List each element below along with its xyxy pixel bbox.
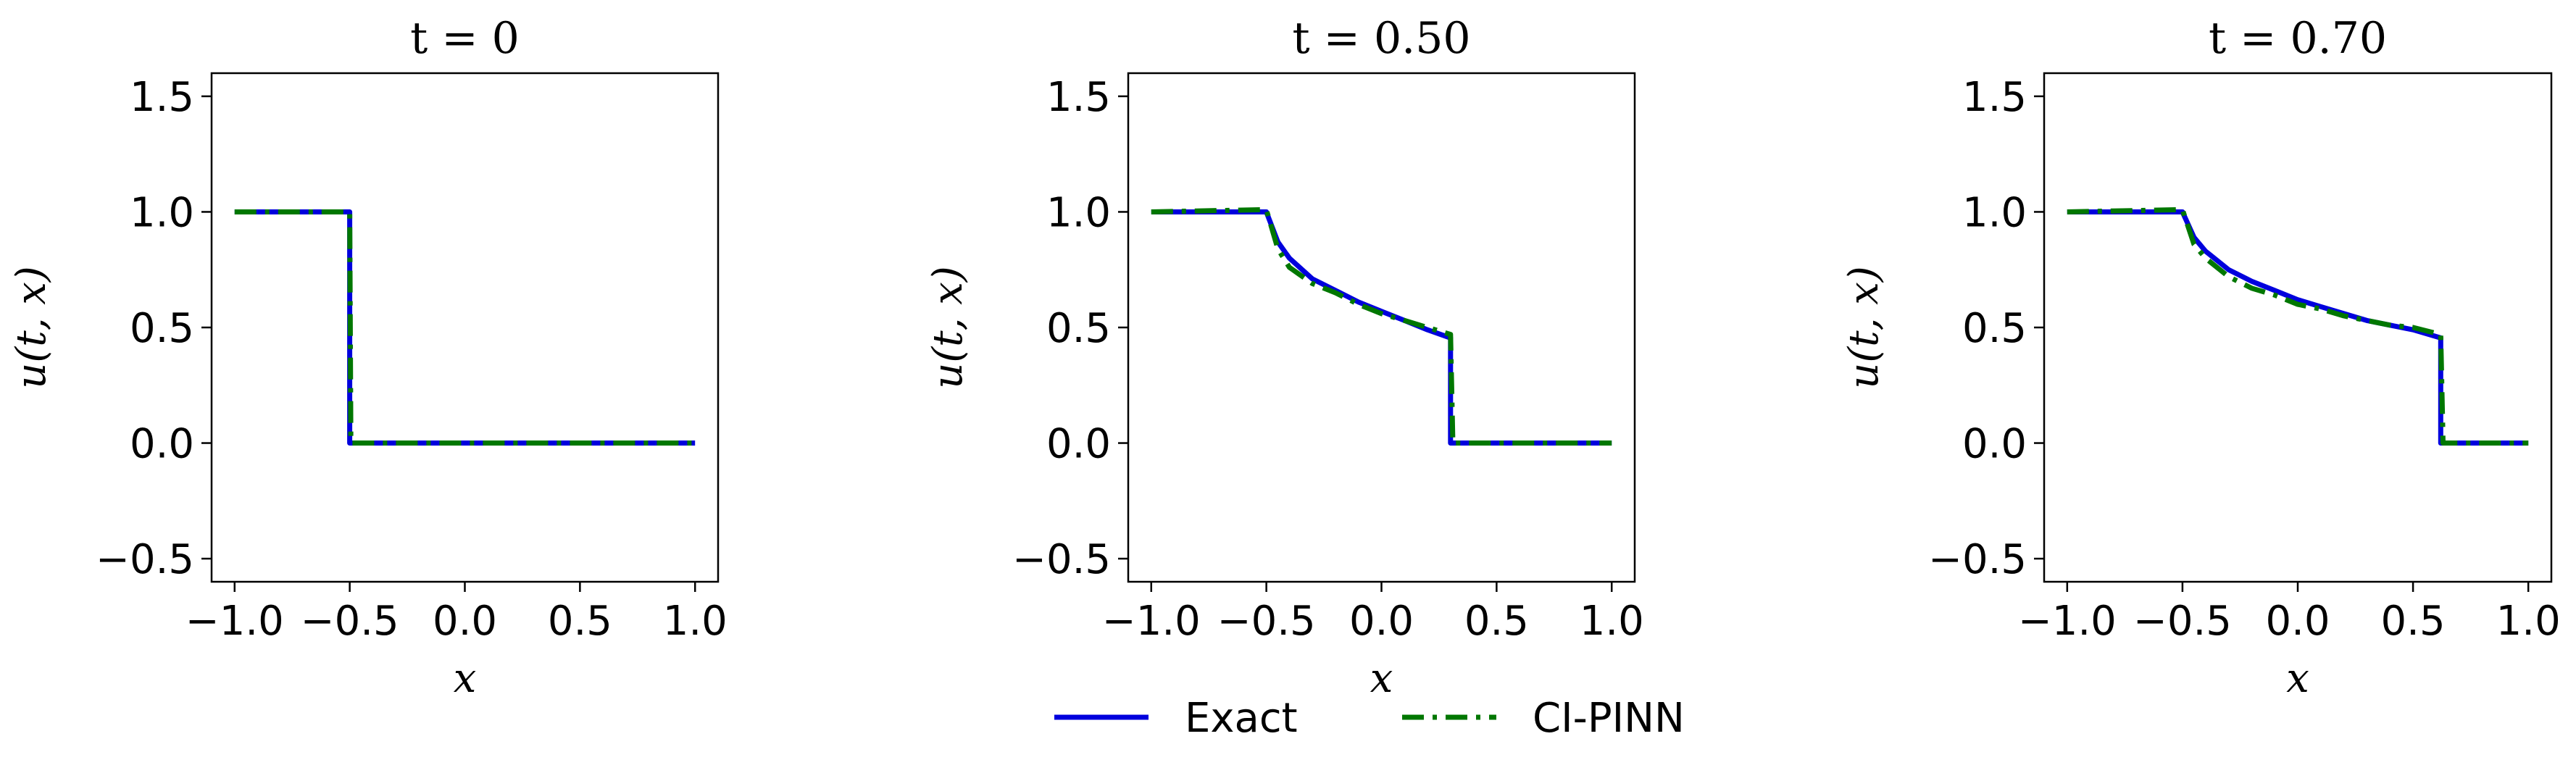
series-line-exact	[234, 209, 696, 446]
y-axis-label: u(t, x)	[1841, 266, 1888, 388]
plot-frame	[210, 72, 720, 583]
panel-1: −1.0 −0.5 0.0 0.5 1.0 −0.5 0.0 0.5 1.0 1.5 t = 0 x u…	[8, 13, 728, 702]
legend-item-exact: Exact	[1054, 695, 1298, 742]
y-tick-label: 1.0	[1046, 189, 1111, 236]
y-tick-label: 1.5	[1046, 74, 1111, 121]
series-line-exact	[1151, 209, 1612, 446]
panels: −1.0 −0.5 0.0 0.5 1.0 −0.5 0.0 0.5 1.0 1.5 t = 0 x u…	[8, 13, 2561, 702]
panel-2: −1.0 −0.5 0.0 0.5 1.0 −0.5 0.0 0.5 1.0 1.5 t = 0.5…	[925, 13, 1644, 702]
plot-frame	[1127, 72, 1636, 583]
series-line-ci-pinn	[1151, 206, 1612, 446]
y-tick-label: 0.0	[130, 421, 194, 468]
x-tick-label: 0.0	[433, 598, 497, 645]
series-line-exact	[2067, 209, 2529, 446]
legend-label: CI-PINN	[1533, 695, 1685, 742]
x-tick-label: −1.0	[1102, 598, 1201, 645]
y-tick-label: −0.5	[96, 536, 194, 583]
panel-title: t = 0	[410, 13, 520, 64]
plot-frame	[2043, 72, 2553, 583]
x-tick-label: 0.5	[548, 598, 612, 645]
y-tick-label: 0.0	[1962, 421, 2027, 468]
y-tick-label: 0.0	[1046, 421, 1111, 468]
legend: Exact CI-PINN	[1054, 695, 1685, 742]
x-tick-label: 1.0	[2496, 598, 2561, 645]
x-axis-label: x	[1370, 655, 1393, 702]
y-axis-label: u(t, x)	[925, 266, 972, 388]
y-tick-label: 1.5	[1962, 74, 2027, 121]
panel-title: t = 0.50	[1292, 13, 1470, 64]
x-tick-label: 0.0	[1349, 598, 1414, 645]
legend-item-ci-pinn: CI-PINN	[1402, 695, 1685, 742]
series-line-ci-pinn	[2067, 206, 2529, 446]
x-tick-label: −1.0	[2018, 598, 2117, 645]
x-tick-label: −0.5	[301, 598, 399, 645]
y-tick-label: 0.5	[1046, 305, 1111, 352]
y-tick-label: −0.5	[1012, 536, 1111, 583]
x-tick-label: −0.5	[2133, 598, 2232, 645]
x-tick-label: 0.5	[2381, 598, 2446, 645]
x-axis-label: x	[2286, 655, 2309, 702]
panel-3: −1.0 −0.5 0.0 0.5 1.0 −0.5 0.0 0.5 1.0 1.5 t = 0.7…	[1841, 13, 2561, 702]
x-tick-label: 0.5	[1464, 598, 1529, 645]
y-tick-label: 0.5	[1962, 305, 2027, 352]
y-tick-label: −0.5	[1928, 536, 2027, 583]
x-tick-label: −1.0	[186, 598, 284, 645]
series-line-ci-pinn	[234, 209, 696, 446]
y-tick-label: 1.5	[130, 74, 194, 121]
y-tick-label: 1.0	[1962, 189, 2027, 236]
legend-label: Exact	[1185, 695, 1298, 742]
x-axis-label: x	[454, 655, 477, 702]
panel-title: t = 0.70	[2209, 13, 2387, 64]
y-axis-label: u(t, x)	[8, 266, 55, 388]
x-tick-label: −0.5	[1217, 598, 1316, 645]
y-tick-label: 1.0	[130, 189, 194, 236]
x-tick-label: 1.0	[1580, 598, 1644, 645]
x-tick-label: 0.0	[2265, 598, 2330, 645]
x-tick-label: 1.0	[663, 598, 728, 645]
y-tick-label: 0.5	[130, 305, 194, 352]
